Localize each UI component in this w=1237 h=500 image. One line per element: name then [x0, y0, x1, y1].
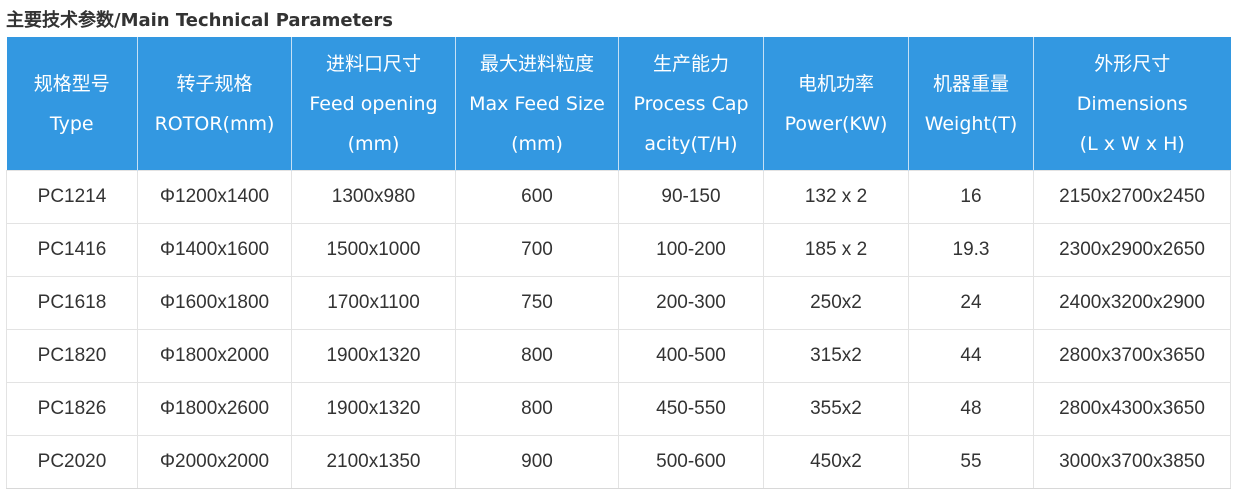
- cell-rotor: Φ2000x2000: [137, 435, 292, 489]
- cell-type: PC1214: [6, 170, 138, 224]
- cell-feed-opening: 1900x1320: [291, 329, 456, 383]
- table-row: PC2020 Φ2000x2000 2100x1350 900 500-600 …: [6, 435, 1231, 489]
- cell-process-capacity: 500-600: [618, 435, 764, 489]
- cell-type: PC1618: [6, 276, 138, 330]
- header-line: 电机功率: [797, 72, 874, 95]
- cell-rotor: Φ1200x1400: [137, 170, 292, 224]
- header-line: acity(T/H): [644, 132, 738, 155]
- table-row: PC1618 Φ1600x1800 1700x1100 750 200-300 …: [6, 276, 1231, 330]
- header-line: ROTOR(mm): [154, 112, 275, 135]
- cell-weight: 24: [908, 276, 1034, 330]
- cell-dimensions: 2800x3700x3650: [1033, 329, 1231, 383]
- header-cell-power: 电机功率 Power(KW): [763, 37, 909, 171]
- cell-dimensions: 2800x4300x3650: [1033, 382, 1231, 436]
- cell-type: PC1416: [6, 223, 138, 277]
- cell-weight: 19.3: [908, 223, 1034, 277]
- table-row: PC1416 Φ1400x1600 1500x1000 700 100-200 …: [6, 223, 1231, 277]
- cell-rotor: Φ1400x1600: [137, 223, 292, 277]
- header-line: Process Cap: [633, 92, 749, 115]
- technical-parameters-table: 规格型号 Type 转子规格 ROTOR(mm) 进料口尺寸 Feed open…: [6, 37, 1231, 489]
- header-line: 规格型号: [33, 72, 110, 95]
- cell-weight: 48: [908, 382, 1034, 436]
- header-line: 生产能力: [652, 52, 729, 75]
- header-line: Feed opening: [309, 92, 438, 115]
- header-line: 外形尺寸: [1094, 52, 1171, 75]
- header-line: Dimensions: [1076, 92, 1188, 115]
- cell-power: 450x2: [763, 435, 909, 489]
- header-cell-weight: 机器重量 Weight(T): [908, 37, 1034, 171]
- header-line: (L x W x H): [1079, 132, 1185, 155]
- cell-rotor: Φ1800x2600: [137, 382, 292, 436]
- cell-max-feed-size: 800: [455, 382, 619, 436]
- header-cell-process-capacity: 生产能力 Process Cap acity(T/H): [618, 37, 764, 171]
- header-line: 机器重量: [932, 72, 1009, 95]
- cell-max-feed-size: 600: [455, 170, 619, 224]
- cell-dimensions: 2400x3200x2900: [1033, 276, 1231, 330]
- header-line: Type: [49, 112, 94, 135]
- table-row: PC1214 Φ1200x1400 1300x980 600 90-150 13…: [6, 170, 1231, 224]
- header-line: Max Feed Size: [469, 92, 605, 115]
- cell-weight: 55: [908, 435, 1034, 489]
- cell-rotor: Φ1600x1800: [137, 276, 292, 330]
- cell-process-capacity: 200-300: [618, 276, 764, 330]
- cell-rotor: Φ1800x2000: [137, 329, 292, 383]
- page-title: 主要技术参数/Main Technical Parameters: [6, 10, 393, 31]
- header-cell-max-feed-size: 最大进料粒度 Max Feed Size (mm): [455, 37, 619, 171]
- cell-max-feed-size: 750: [455, 276, 619, 330]
- cell-type: PC1826: [6, 382, 138, 436]
- cell-power: 315x2: [763, 329, 909, 383]
- cell-weight: 44: [908, 329, 1034, 383]
- cell-weight: 16: [908, 170, 1034, 224]
- header-line: (mm): [511, 132, 563, 155]
- cell-power: 355x2: [763, 382, 909, 436]
- cell-max-feed-size: 900: [455, 435, 619, 489]
- header-cell-feed-opening: 进料口尺寸 Feed opening (mm): [291, 37, 456, 171]
- cell-dimensions: 2150x2700x2450: [1033, 170, 1231, 224]
- cell-max-feed-size: 800: [455, 329, 619, 383]
- cell-power: 132 x 2: [763, 170, 909, 224]
- cell-process-capacity: 400-500: [618, 329, 764, 383]
- cell-feed-opening: 1500x1000: [291, 223, 456, 277]
- cell-process-capacity: 450-550: [618, 382, 764, 436]
- header-line: 最大进料粒度: [479, 52, 594, 75]
- cell-process-capacity: 90-150: [618, 170, 764, 224]
- cell-type: PC1820: [6, 329, 138, 383]
- cell-type: PC2020: [6, 435, 138, 489]
- header-cell-dimensions: 外形尺寸 Dimensions (L x W x H): [1033, 37, 1231, 171]
- cell-dimensions: 3000x3700x3850: [1033, 435, 1231, 489]
- cell-max-feed-size: 700: [455, 223, 619, 277]
- cell-dimensions: 2300x2900x2650: [1033, 223, 1231, 277]
- header-line: 进料口尺寸: [325, 52, 421, 75]
- header-cell-type: 规格型号 Type: [6, 37, 138, 171]
- header-row: 规格型号 Type 转子规格 ROTOR(mm) 进料口尺寸 Feed open…: [6, 37, 1231, 171]
- table-row: PC1820 Φ1800x2000 1900x1320 800 400-500 …: [6, 329, 1231, 383]
- header-cell-rotor: 转子规格 ROTOR(mm): [137, 37, 292, 171]
- cell-power: 250x2: [763, 276, 909, 330]
- cell-process-capacity: 100-200: [618, 223, 764, 277]
- header-line: 转子规格: [176, 72, 253, 95]
- table-row: PC1826 Φ1800x2600 1900x1320 800 450-550 …: [6, 382, 1231, 436]
- cell-feed-opening: 1300x980: [291, 170, 456, 224]
- header-line: Power(KW): [784, 112, 888, 135]
- cell-feed-opening: 1700x1100: [291, 276, 456, 330]
- header-line: Weight(T): [924, 112, 1018, 135]
- header-line: (mm): [347, 132, 400, 155]
- cell-feed-opening: 2100x1350: [291, 435, 456, 489]
- cell-feed-opening: 1900x1320: [291, 382, 456, 436]
- cell-power: 185 x 2: [763, 223, 909, 277]
